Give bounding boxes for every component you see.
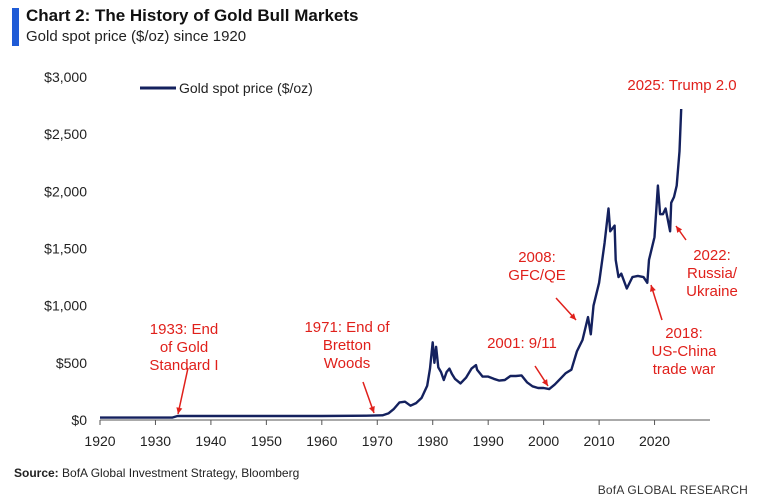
gold-price-line (100, 108, 683, 419)
source-note: Source: BofA Global Investment Strategy,… (14, 466, 299, 480)
y-tick-label: $3,000 (44, 69, 87, 85)
x-tick-label: 2020 (639, 433, 670, 449)
annotation-label: 1933: End of Gold Standard I (149, 321, 218, 374)
legend-label: Gold spot price ($/oz) (179, 80, 313, 96)
annotation-label: 2025: Trump 2.0 (627, 77, 736, 94)
x-tick-label: 1970 (362, 433, 393, 449)
annotation-arrow (177, 367, 189, 415)
source-text: BofA Global Investment Strategy, Bloombe… (62, 466, 300, 480)
brand-footer: BofA GLOBAL RESEARCH (597, 483, 748, 497)
annotation-arrowhead (569, 313, 576, 320)
chart-subtitle: Gold spot price ($/oz) since 1920 (26, 28, 247, 45)
x-tick-label: 1930 (140, 433, 171, 449)
title-accent-bar (12, 8, 19, 46)
annotation-arrowhead (542, 379, 548, 386)
annotation-label: 2008: GFC/QE (508, 249, 566, 284)
x-tick-label: 2010 (584, 433, 615, 449)
annotation-label: 2001: 9/11 (487, 335, 557, 352)
annotation-label: 2022: Russia/Ukraine (686, 247, 738, 300)
x-tick-label: 1990 (473, 433, 504, 449)
x-tick-label: 2000 (528, 433, 559, 449)
annotation-arrowhead (176, 407, 183, 414)
y-tick-label: $2,500 (44, 126, 87, 142)
y-tick-label: $1,000 (44, 298, 87, 314)
y-tick-label: $0 (71, 412, 87, 428)
y-tick-label: $500 (56, 355, 87, 371)
annotation-arrowhead (650, 285, 656, 292)
y-tick-label: $2,000 (44, 183, 87, 199)
annotation-arrowhead (676, 226, 683, 233)
chart-title: Chart 2: The History of Gold Bull Market… (26, 6, 359, 25)
y-tick-label: $1,500 (44, 241, 87, 257)
x-tick-label: 1960 (306, 433, 337, 449)
x-tick-label: 1980 (417, 433, 448, 449)
x-tick-label: 1940 (195, 433, 226, 449)
x-tick-label: 1950 (251, 433, 282, 449)
annotation-label: 1971: End of Bretton Woods (304, 319, 390, 372)
annotation-label: 2018: US-China trade war (651, 325, 717, 378)
annotation-arrowhead (369, 406, 375, 413)
source-label: Source: (14, 466, 59, 480)
x-tick-label: 1920 (84, 433, 115, 449)
